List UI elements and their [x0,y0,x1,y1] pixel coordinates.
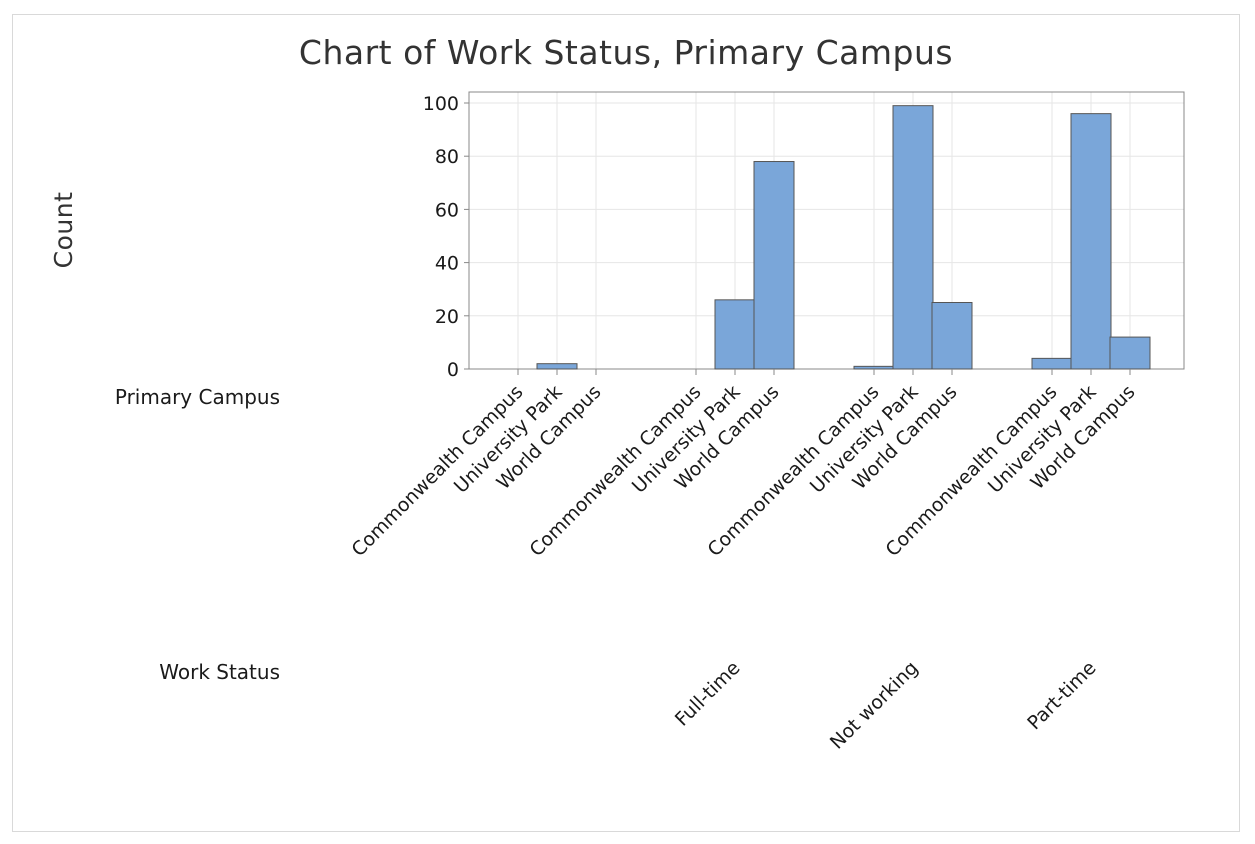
bar [536,363,578,370]
y-tick-label: 60 [435,199,459,221]
row-label-work-status: Work Status [159,660,280,684]
bar [753,161,795,370]
bar [1070,113,1112,370]
group-label: Not working [826,657,923,754]
y-tick-label: 0 [447,359,459,381]
bar [931,302,973,370]
chart-title: Chart of Work Status, Primary Campus [299,33,953,72]
group-label: Full-time [671,657,745,731]
bar [853,365,895,370]
y-tick-label: 40 [435,253,459,275]
y-axis-label: Count [49,192,78,269]
y-tick-label: 20 [435,306,459,328]
chart-frame [12,14,1240,832]
y-tick-label: 100 [423,93,459,115]
plot-area-border [468,91,1185,370]
bar [892,105,934,370]
bar [714,299,756,370]
bar [1031,357,1073,370]
bar [1109,336,1151,370]
row-label-primary-campus: Primary Campus [115,385,280,409]
y-tick-label: 80 [435,146,459,168]
group-label: Part-time [1023,657,1100,734]
